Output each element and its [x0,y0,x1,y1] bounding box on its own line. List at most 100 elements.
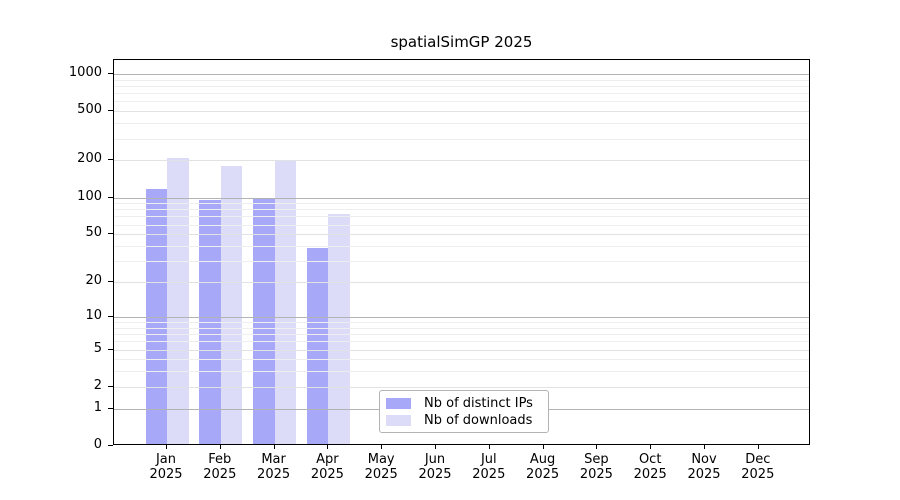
y-tick-label-0: 0 [93,437,102,452]
gridline-minor-60 [114,224,809,226]
y-tick-50 [108,233,113,235]
x-tick-year-mar: 2025 [257,467,291,482]
y-tick-label-500: 500 [77,102,102,118]
x-tick-label-mar: Mar 2025 [242,452,306,482]
x-tick-month-aug: Aug [529,452,556,467]
gridline-minor-9 [114,322,809,323]
gridline-500 [114,111,809,113]
y-tick-20 [108,281,113,282]
y-tick-label-100: 100 [77,188,102,204]
bar-downloads-feb [220,166,243,444]
x-tick-year-jan: 2025 [149,467,183,482]
gridline-5 [114,349,809,351]
x-tick-month-nov: Nov [691,452,717,467]
legend-swatch-downloads [386,415,411,426]
y-tick-label-200: 200 [77,151,102,167]
gridline-minor-80 [114,209,809,211]
bar-ips-feb [199,199,221,444]
y-tick-label-50: 50 [85,225,102,241]
legend-label-distinct-ips: Nb of distinct IPs [424,396,533,411]
legend-item-distinct-ips: Nb of distinct IPs [386,395,548,412]
legend-swatch-distinct-ips [386,398,411,409]
y-tick-0 [108,445,113,446]
y-tick-2 [108,385,113,387]
x-tick-month-mar: Mar [261,452,286,467]
gridline-minor-40 [114,246,809,247]
x-tick-year-may: 2025 [364,467,398,482]
y-tick-label-10: 10 [85,307,102,323]
x-tick-label-nov: Nov 2025 [672,452,736,482]
x-tick-label-feb: Feb 2025 [188,452,252,482]
y-tick-5 [108,348,113,350]
x-tick-may [381,445,383,449]
x-tick-label-oct: Oct 2025 [618,452,682,482]
gridline-50 [114,234,809,236]
x-tick-year-nov: 2025 [687,467,721,482]
x-tick-dec [757,445,759,449]
gridline-2 [114,386,809,388]
gridline-1000 [114,73,809,75]
x-tick-jun [435,445,436,449]
bar-downloads-jan [167,158,189,444]
gridline-minor-400 [114,123,809,125]
y-tick-label-20: 20 [85,273,102,288]
y-tick-10 [108,315,113,317]
x-tick-aug [542,445,544,449]
y-tick-1000 [108,72,113,74]
bar-ips-mar [253,197,275,444]
bar-downloads-mar [274,160,297,444]
x-tick-year-jun: 2025 [418,467,452,482]
gridline-minor-6 [114,341,809,343]
y-tick-label-1: 1 [93,399,102,415]
x-tick-month-feb: Feb [208,452,232,467]
x-tick-label-aug: Aug 2025 [511,452,575,482]
x-tick-year-aug: 2025 [526,467,560,482]
gridline-minor-3 [114,371,809,373]
x-tick-year-feb: 2025 [203,467,237,482]
gridline-100 [114,197,809,199]
y-tick-100 [108,196,113,198]
x-tick-label-may: May 2025 [349,452,413,482]
bars-layer [114,60,809,444]
y-tick-1 [108,407,113,409]
gridline-minor-70 [114,216,809,218]
x-tick-sep [596,445,598,449]
bar-ips-apr [306,248,329,444]
y-tick-label-2: 2 [93,377,102,393]
x-tick-label-jun: Jun 2025 [403,452,467,482]
y-tick-500 [108,110,113,112]
gridline-minor-900 [114,79,809,81]
x-tick-month-sep: Sep [584,452,609,467]
gridline-minor-800 [114,85,809,87]
legend-item-downloads: Nb of downloads [386,412,548,429]
x-tick-nov [704,445,705,449]
x-tick-month-dec: Dec [745,452,771,467]
gridline-10 [114,316,809,318]
x-tick-apr [327,445,329,449]
x-tick-label-apr: Apr 2025 [295,452,359,482]
x-tick-year-sep: 2025 [579,467,613,482]
x-tick-label-jul: Jul 2025 [457,452,521,482]
bar-ips-jan [145,188,167,444]
x-tick-month-jun: Jun [424,452,446,467]
gridline-200 [114,160,809,162]
gridline-minor-4 [114,359,809,361]
x-tick-feb [219,445,221,449]
x-tick-month-apr: Apr [316,452,339,467]
y-tick-200 [108,159,113,161]
x-tick-label-dec: Dec 2025 [726,452,790,482]
x-tick-month-jul: Jul [480,452,497,467]
gridline-minor-8 [114,327,809,329]
gridline-20 [114,282,809,283]
bar-downloads-apr [328,214,350,444]
x-tick-label-sep: Sep 2025 [564,452,628,482]
gridline-minor-300 [114,138,809,140]
y-tick-label-5: 5 [93,340,102,356]
x-tick-mar [273,445,275,449]
x-tick-month-oct: Oct [638,452,662,467]
x-tick-jan [166,445,167,449]
x-tick-year-jul: 2025 [472,467,506,482]
x-tick-label-jan: Jan 2025 [134,452,198,482]
gridline-minor-7 [114,334,809,335]
